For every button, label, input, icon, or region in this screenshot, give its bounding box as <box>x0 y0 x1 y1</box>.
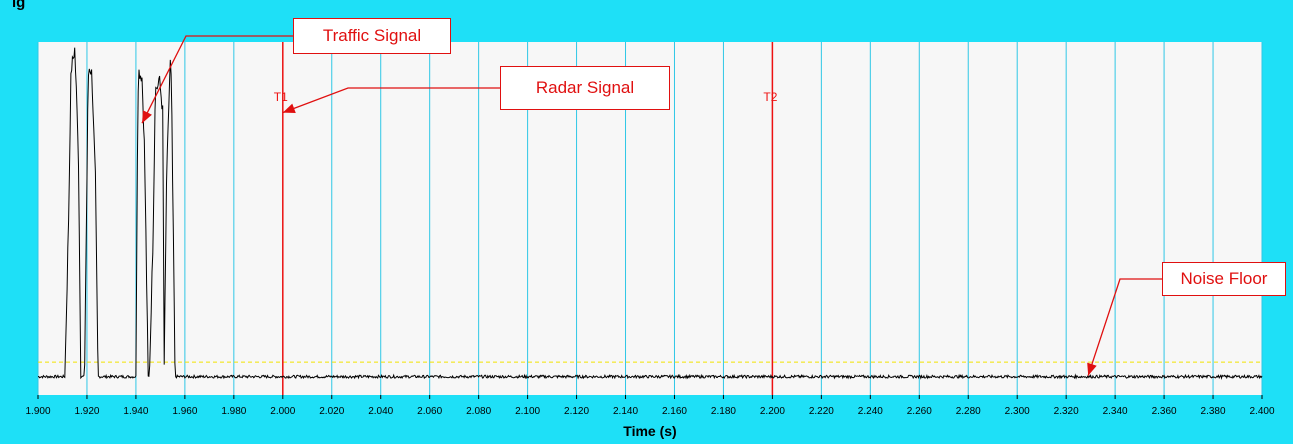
time-markers: T1 T2 <box>274 42 778 395</box>
x-tick-label: 2.240 <box>858 406 883 417</box>
noise-arrow-head <box>1087 362 1097 376</box>
noise-arrow <box>1087 278 1162 376</box>
x-tick-label: 1.920 <box>74 406 99 417</box>
marker-label-t1: T1 <box>274 90 288 104</box>
signal-trace <box>37 47 1263 380</box>
marker-label-t2: T2 <box>763 90 777 104</box>
x-tick-label: 2.320 <box>1054 406 1079 417</box>
x-tick-label: 2.020 <box>319 406 344 417</box>
traffic-arrow-line <box>141 35 293 124</box>
radar-arrow-head <box>282 103 296 114</box>
x-tick-label: 1.980 <box>221 406 246 417</box>
x-tick-label: 2.200 <box>760 406 785 417</box>
x-tick-label: 2.080 <box>466 406 491 417</box>
noise-arrow-line <box>1087 278 1162 376</box>
traffic-arrow <box>141 35 293 124</box>
traffic-signal-callout: Traffic Signal <box>293 18 451 54</box>
x-tick-label: 1.960 <box>172 406 197 417</box>
x-tick-label: 2.180 <box>711 406 736 417</box>
x-tick-label: 2.140 <box>613 406 638 417</box>
x-tick-label: 2.000 <box>270 406 295 417</box>
x-tick-label: 1.900 <box>25 406 50 417</box>
traffic-arrow-head <box>142 110 152 124</box>
x-tick-label: 2.120 <box>564 406 589 417</box>
x-tick-label: 2.300 <box>1005 406 1030 417</box>
x-tick-label: 2.260 <box>907 406 932 417</box>
radar-arrow <box>282 87 500 114</box>
x-tick-label: 1.940 <box>123 406 148 417</box>
x-tick-label: 2.380 <box>1201 406 1226 417</box>
radar-signal-callout: Radar Signal <box>500 66 670 110</box>
x-tick-label: 2.360 <box>1152 406 1177 417</box>
x-tick-label: 2.160 <box>662 406 687 417</box>
x-tick-label: 2.400 <box>1249 406 1274 417</box>
noise-floor-callout: Noise Floor <box>1162 262 1286 296</box>
x-tick-label: 2.340 <box>1103 406 1128 417</box>
x-axis-label: Time (s) <box>623 423 676 439</box>
x-tick-label: 2.040 <box>368 406 393 417</box>
callout-arrows <box>141 35 1162 376</box>
chart-title-fragment: ig <box>12 0 25 11</box>
radar-arrow-line <box>282 87 500 114</box>
x-tick-label: 2.280 <box>956 406 981 417</box>
x-tick-label: 2.220 <box>809 406 834 417</box>
x-tick-label: 2.100 <box>515 406 540 417</box>
x-axis-ticks: 1.900 1.920 1.940 1.960 1.980 2.000 2.020 2.040… <box>25 395 1275 417</box>
x-tick-label: 2.060 <box>417 406 442 417</box>
